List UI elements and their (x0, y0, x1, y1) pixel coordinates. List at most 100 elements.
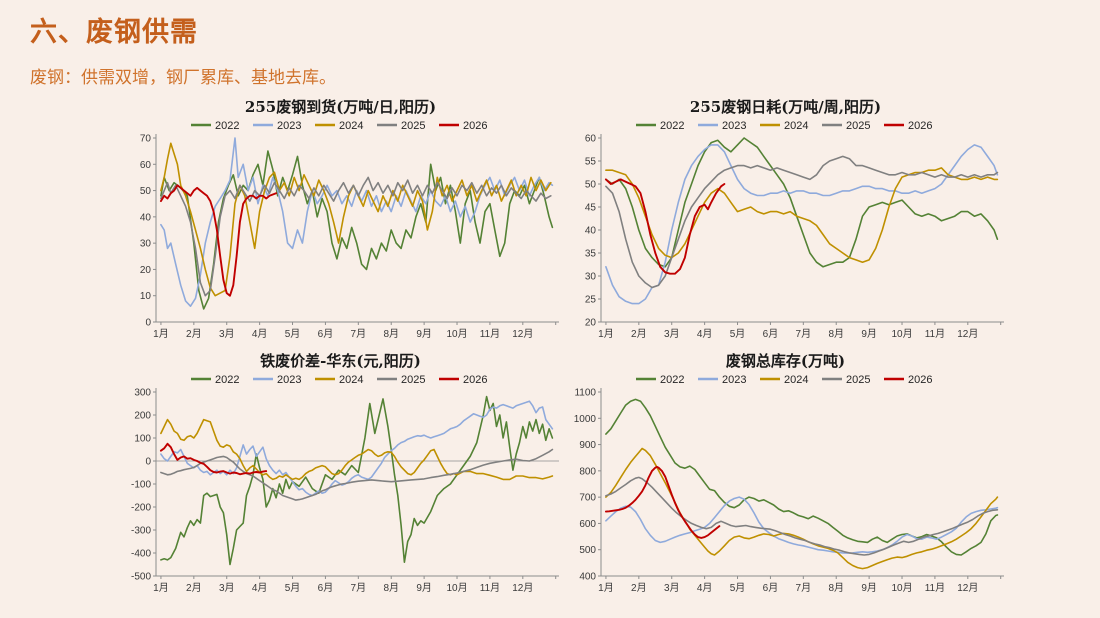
x-tick-label: 3月 (664, 328, 680, 340)
legend-label-2023: 2023 (722, 374, 746, 386)
y-tick-label: 55 (585, 157, 597, 168)
y-tick-label: 40 (585, 226, 597, 237)
y-tick-label: 60 (585, 134, 597, 145)
series-line-2025 (160, 176, 552, 297)
legend-label-2025: 2025 (401, 374, 425, 386)
x-tick-label: 10月 (446, 328, 467, 340)
x-tick-label: 11月 (925, 328, 945, 340)
y-tick-label: 20 (585, 318, 597, 329)
x-tick-label: 1月 (598, 582, 614, 594)
legend-label-2022: 2022 (660, 120, 684, 132)
x-tick-label: 6月 (763, 328, 779, 340)
y-tick-label: 1100 (574, 388, 596, 399)
x-tick-label: 4月 (697, 582, 713, 594)
chart-title: 铁废价差-华东(元,阳历) (260, 352, 421, 370)
series-line-2022 (160, 395, 554, 566)
series-line-2025 (605, 476, 999, 556)
chart-title: 255废钢日耗(万吨/周,阳历) (690, 98, 881, 116)
x-tick-label: 1月 (153, 582, 169, 594)
chart-iron-scrap-price-spread-svg: 铁废价差-华东(元,阳历) 2022 2023 2024 2025 2026 -500 -40… (131, 352, 559, 594)
y-tick-label: -500 (131, 572, 151, 583)
y-tick-label: -400 (131, 549, 151, 560)
x-tick-label: 7月 (796, 328, 812, 340)
series-line-2026 (604, 465, 721, 539)
x-tick-label: 10月 (891, 328, 912, 340)
x-tick-label: 8月 (383, 328, 399, 340)
x-tick-label: 4月 (697, 328, 713, 340)
series-line-2025 (605, 155, 999, 289)
page-subtitle: 废钢：供需双增，钢厂累库、基地去库。 (30, 68, 336, 87)
y-tick-label: 0 (145, 457, 151, 468)
y-tick-label: -200 (131, 503, 151, 514)
legend-label-2025: 2025 (846, 374, 870, 386)
x-tick-label: 3月 (664, 582, 680, 594)
charts-grid: 255废钢到货(万吨/日,阳历) 2022 2023 2024 2025 2026 0 10 2… (118, 96, 1008, 600)
legend-label-2025: 2025 (846, 120, 870, 132)
legend-label-2026: 2026 (908, 374, 932, 386)
chart-title: 255废钢到货(万吨/日,阳历) (245, 98, 436, 116)
y-tick-label: 400 (579, 572, 596, 583)
page-header: 六、废钢供需 废钢：供需双增，钢厂累库、基地去库。 (30, 10, 1070, 88)
x-tick-label: 6月 (318, 328, 334, 340)
y-tick-label: -300 (131, 526, 151, 537)
x-tick-label: 2月 (631, 328, 647, 340)
chart-title: 废钢总库存(万吨) (726, 352, 845, 370)
legend-label-2023: 2023 (277, 374, 301, 386)
series-line-2026 (159, 442, 268, 476)
y-tick-label: 300 (134, 388, 151, 399)
x-tick-label: 2月 (186, 582, 202, 594)
x-tick-label: 9月 (416, 582, 432, 594)
legend-label-2022: 2022 (660, 374, 684, 386)
y-tick-label: 700 (579, 493, 596, 504)
y-tick-label: 45 (585, 203, 597, 214)
y-tick-label: 30 (140, 239, 152, 250)
x-tick-label: 12月 (957, 328, 978, 340)
series-line-2022 (605, 137, 999, 268)
x-tick-label: 11月 (480, 582, 500, 594)
y-tick-label: 35 (585, 249, 597, 260)
x-tick-label: 12月 (957, 582, 978, 594)
y-tick-label: 0 (145, 318, 151, 329)
x-tick-label: 10月 (891, 582, 912, 594)
y-tick-label: 40 (140, 212, 152, 223)
x-tick-label: 12月 (512, 328, 533, 340)
series-line-2026 (604, 178, 726, 275)
x-tick-label: 9月 (861, 328, 877, 340)
x-tick-label: 6月 (763, 582, 779, 594)
series-line-2023 (605, 144, 999, 305)
x-tick-label: 7月 (796, 582, 812, 594)
x-tick-label: 11月 (480, 328, 500, 340)
legend-label-2022: 2022 (215, 120, 239, 132)
x-tick-label: 12月 (512, 582, 533, 594)
y-tick-label: 25 (585, 295, 597, 306)
series-line-2026 (159, 184, 278, 297)
x-tick-label: 8月 (828, 582, 844, 594)
y-tick-label: 20 (140, 265, 152, 276)
x-tick-label: 8月 (383, 582, 399, 594)
y-tick-label: -100 (131, 480, 151, 491)
x-tick-label: 9月 (416, 328, 432, 340)
x-tick-label: 6月 (318, 582, 334, 594)
chart-iron-scrap-price-spread: 铁废价差-华东(元,阳历) 2022 2023 2024 2025 2026 -500 -40… (118, 350, 563, 600)
y-tick-label: 1000 (574, 414, 597, 425)
x-tick-label: 8月 (828, 328, 844, 340)
chart-scrap-arrivals: 255废钢到货(万吨/日,阳历) 2022 2023 2024 2025 2026 0 10 2… (118, 96, 563, 346)
x-tick-label: 3月 (219, 582, 235, 594)
x-tick-label: 2月 (186, 328, 202, 340)
series-line-2025 (160, 448, 554, 501)
series-line-2023 (160, 400, 554, 497)
x-tick-label: 5月 (285, 582, 301, 594)
legend-label-2023: 2023 (277, 120, 301, 132)
legend-label-2024: 2024 (339, 120, 363, 132)
legend-label-2024: 2024 (784, 374, 808, 386)
x-tick-label: 7月 (351, 582, 367, 594)
series-line-2024 (605, 167, 999, 263)
x-tick-label: 2月 (631, 582, 647, 594)
x-tick-label: 5月 (285, 328, 301, 340)
legend-label-2025: 2025 (401, 120, 425, 132)
y-tick-label: 60 (140, 160, 152, 171)
y-tick-label: 50 (585, 180, 597, 191)
chart-scrap-total-inventory-svg: 废钢总库存(万吨) 2022 2023 2024 2025 2026 400 500 600 70… (574, 352, 1004, 594)
x-tick-label: 7月 (351, 328, 367, 340)
page-title: 六、废钢供需 (30, 17, 198, 47)
